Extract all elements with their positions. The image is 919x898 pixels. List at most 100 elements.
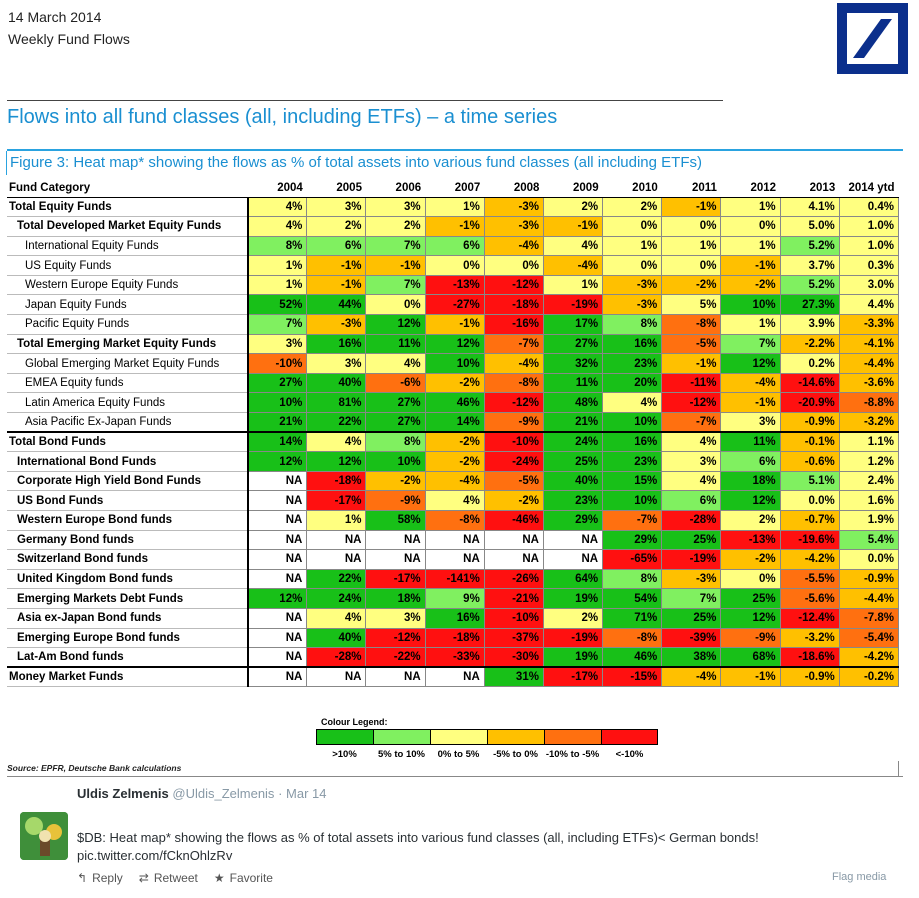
heat-cell: 24% bbox=[306, 588, 367, 609]
fund-category: US Equity Funds bbox=[7, 255, 249, 276]
heat-cell: -24% bbox=[484, 451, 544, 472]
legend-label: 5% to 10% bbox=[378, 749, 425, 760]
tweet-date[interactable]: Mar 14 bbox=[286, 786, 327, 801]
column-header: 2007 bbox=[425, 178, 485, 198]
heat-cell: 16% bbox=[306, 334, 367, 355]
table-row: Lat-Am Bond funds NA -28% -22% -33% -30% 19% 46… bbox=[7, 647, 900, 668]
table-row: Total Developed Market Equity Funds 4% 2% 2… bbox=[7, 216, 900, 237]
fund-category: Asia ex-Japan Bond funds bbox=[7, 608, 249, 629]
heat-cell: -1% bbox=[306, 255, 367, 276]
heat-cell: -3.6% bbox=[839, 373, 900, 394]
heat-cell: -6% bbox=[365, 373, 426, 394]
heat-cell: -14.6% bbox=[780, 373, 840, 394]
tweet-author-name[interactable]: Uldis Zelmenis bbox=[77, 786, 169, 801]
heat-cell: NA bbox=[365, 530, 426, 551]
heat-cell: 5.1% bbox=[780, 471, 840, 492]
heat-cell: -3% bbox=[602, 275, 663, 296]
heat-cell: -27% bbox=[425, 294, 485, 316]
heat-cell: 14% bbox=[425, 412, 485, 433]
heat-cell: -19% bbox=[543, 628, 604, 649]
heat-cell: 20% bbox=[602, 373, 663, 394]
heat-cell: -4.2% bbox=[780, 549, 840, 570]
heat-cell: 16% bbox=[425, 608, 485, 629]
heat-cell: 27% bbox=[365, 412, 426, 433]
tweet-actions: ↰ Reply ⇄ Retweet ★ Favorite bbox=[77, 871, 273, 885]
heat-cell: 10% bbox=[247, 392, 308, 414]
heat-cell: -8.8% bbox=[839, 392, 900, 414]
legend-swatch bbox=[601, 729, 658, 745]
fund-category: EMEA Equity funds bbox=[7, 373, 249, 394]
table-row: Global Emerging Market Equity Funds -10% 3… bbox=[7, 353, 900, 374]
heat-cell: 4% bbox=[661, 431, 722, 453]
heat-cell: -1% bbox=[425, 314, 485, 335]
figure-box-edge bbox=[6, 151, 7, 175]
heat-cell: 25% bbox=[720, 588, 781, 609]
heat-cell: NA bbox=[247, 510, 308, 531]
heat-cell: -17% bbox=[306, 490, 367, 511]
heat-cell: -1% bbox=[720, 392, 781, 414]
heat-cell: 11% bbox=[720, 431, 781, 453]
heat-cell: 23% bbox=[602, 451, 663, 472]
heat-cell: -2% bbox=[425, 431, 485, 453]
heat-cell: -1% bbox=[306, 275, 367, 296]
heat-cell: 9% bbox=[425, 588, 485, 609]
heat-cell: NA bbox=[247, 471, 308, 492]
fund-category: Emerging Europe Bond funds bbox=[7, 628, 249, 649]
logo-slash-icon bbox=[853, 19, 892, 58]
retweet-button[interactable]: ⇄ Retweet bbox=[139, 871, 198, 885]
heat-cell: 1% bbox=[720, 236, 781, 257]
reply-button[interactable]: ↰ Reply bbox=[77, 871, 123, 885]
heat-cell: 40% bbox=[543, 471, 604, 492]
favorite-label: Favorite bbox=[229, 871, 273, 885]
heat-cell: 6% bbox=[306, 236, 367, 257]
heat-cell: 68% bbox=[720, 647, 781, 668]
colour-legend: Colour Legend: >10% 5% to 10% 0% to 5% -5% … bbox=[316, 717, 658, 760]
heat-cell: -4% bbox=[484, 353, 544, 374]
heat-cell: 3% bbox=[306, 353, 367, 374]
heat-cell: 16% bbox=[602, 334, 663, 355]
fund-category: Global Emerging Market Equity Funds bbox=[7, 353, 249, 374]
flag-media-link[interactable]: Flag media bbox=[832, 871, 887, 883]
favorite-button[interactable]: ★ Favorite bbox=[214, 871, 273, 885]
heat-cell: NA bbox=[306, 666, 367, 688]
heat-cell: 8% bbox=[602, 569, 663, 590]
heat-cell: NA bbox=[425, 530, 485, 551]
heat-cell: 6% bbox=[720, 451, 781, 472]
heat-cell: 27% bbox=[365, 392, 426, 414]
heat-cell: 1% bbox=[720, 197, 781, 218]
heat-cell: -4.1% bbox=[839, 334, 900, 355]
heat-cell: 29% bbox=[602, 530, 663, 551]
avatar[interactable] bbox=[20, 812, 68, 860]
heat-cell: -2% bbox=[661, 275, 722, 296]
heat-cell: -2% bbox=[720, 275, 781, 296]
heat-cell: 4.1% bbox=[780, 197, 840, 218]
heat-cell: 0.2% bbox=[780, 353, 840, 374]
heat-cell: -9% bbox=[365, 490, 426, 511]
heat-cell: -1% bbox=[425, 216, 485, 237]
heat-cell: 58% bbox=[365, 510, 426, 531]
heat-cell: 21% bbox=[543, 412, 604, 433]
column-header: 2009 bbox=[543, 178, 603, 198]
heat-map-header-row: Fund Category 2004 2005 2006 2007 2008 2009 20… bbox=[7, 178, 899, 198]
heat-cell: NA bbox=[247, 549, 308, 570]
heat-cell: -141% bbox=[425, 569, 485, 590]
heat-cell: 12% bbox=[306, 451, 367, 472]
heat-cell: 27.3% bbox=[780, 294, 840, 316]
heat-cell: NA bbox=[425, 549, 485, 570]
heat-cell: NA bbox=[247, 569, 308, 590]
legend-label: 0% to 5% bbox=[437, 749, 480, 760]
heat-cell: 2% bbox=[306, 216, 367, 237]
heat-cell: 12% bbox=[720, 608, 781, 629]
heat-cell: 4% bbox=[365, 353, 426, 374]
heat-cell: 2% bbox=[543, 197, 604, 218]
tweet-author-handle[interactable]: @Uldis_Zelmenis bbox=[172, 786, 275, 801]
column-header: 2012 bbox=[720, 178, 781, 198]
fund-category: Latin America Equity Funds bbox=[7, 392, 249, 414]
legend-swatches bbox=[316, 729, 658, 745]
heat-cell: 11% bbox=[365, 334, 426, 355]
tweet-link[interactable]: pic.twitter.com/fCknOhlzRv bbox=[77, 848, 233, 863]
section-title: Flows into all fund classes (all, includ… bbox=[7, 106, 558, 128]
table-row: Money Market Funds NA NA NA NA 31% -17% -15% -4%… bbox=[7, 666, 900, 688]
heat-cell: 0.4% bbox=[839, 197, 900, 218]
fund-category: Germany Bond funds bbox=[7, 530, 249, 551]
